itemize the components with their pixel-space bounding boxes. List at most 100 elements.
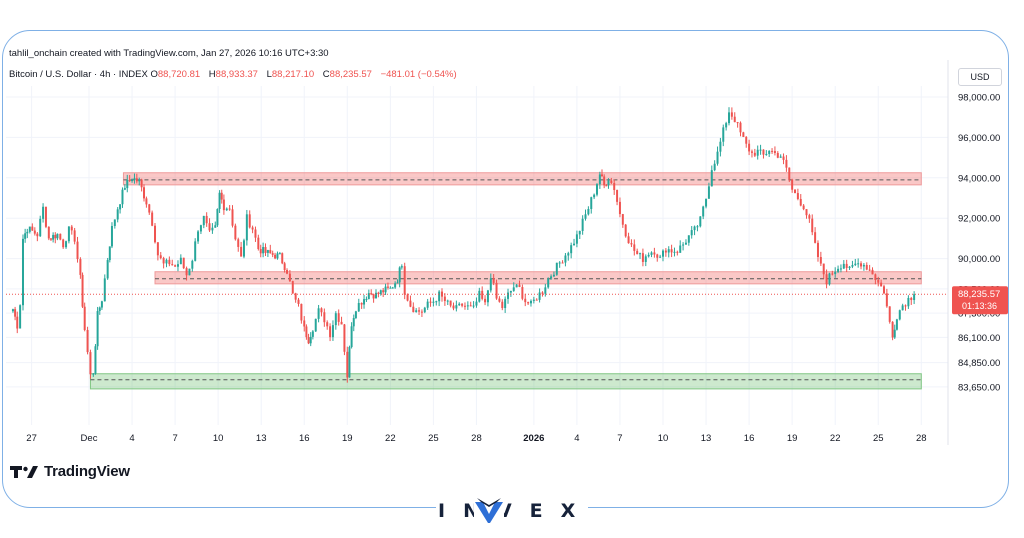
currency-button[interactable]: USD	[958, 68, 1002, 86]
candle-body	[110, 225, 113, 247]
candle-body	[888, 306, 891, 322]
candle-body	[98, 307, 101, 312]
candle-body	[49, 238, 52, 240]
candle-body	[121, 189, 124, 205]
candle-body	[848, 266, 851, 268]
time-tick-label: 4	[129, 433, 134, 444]
chart-attribution: tahlil_onchain created with TradingView.…	[9, 48, 329, 59]
candle-body	[59, 233, 62, 240]
candle-body	[242, 240, 245, 257]
time-tick-label: 16	[299, 433, 310, 444]
candle-body	[225, 208, 228, 211]
candle-body	[194, 241, 197, 261]
candle-body	[311, 331, 314, 337]
candle-body	[113, 219, 116, 226]
candle-body	[19, 305, 22, 329]
candle-body	[799, 198, 802, 206]
candle-body	[893, 329, 896, 338]
time-tick-label: 7	[617, 433, 622, 444]
candle-body	[443, 296, 446, 302]
candle-body	[334, 313, 337, 326]
candle-body	[288, 273, 291, 282]
price-tick-label: 86,100.00	[958, 333, 1000, 344]
candle-body	[386, 286, 389, 288]
candle-body	[396, 282, 399, 284]
time-tick-label: 19	[342, 433, 353, 444]
frame-gap	[436, 495, 588, 519]
candle-body	[403, 266, 406, 295]
candle-body	[653, 252, 656, 255]
candle-body	[123, 188, 126, 190]
candle-body	[756, 149, 759, 156]
candle-body	[156, 242, 159, 256]
candle-body	[44, 206, 47, 227]
candle-body	[81, 274, 84, 307]
candle-body	[816, 242, 819, 258]
candle-body	[782, 156, 785, 160]
candle-body	[538, 292, 541, 300]
candle-body	[26, 231, 29, 234]
candle-body	[679, 245, 682, 253]
candle-body	[119, 204, 122, 210]
candle-body	[641, 253, 644, 262]
high-value: 88,933.37	[215, 69, 258, 80]
candle-body	[214, 225, 217, 228]
candle-body	[197, 231, 200, 242]
candle-body	[73, 230, 76, 242]
candle-body	[664, 250, 667, 253]
candle-body	[354, 311, 357, 319]
candle-body	[684, 242, 687, 245]
candle-body	[24, 233, 27, 239]
candle-body	[598, 174, 601, 185]
price-tick-label: 84,850.00	[958, 358, 1000, 369]
candle-body	[159, 255, 162, 259]
candle-body	[346, 351, 349, 378]
candle-body	[785, 159, 788, 168]
candle-body	[455, 305, 458, 309]
candle-body	[475, 301, 478, 306]
candle-body	[42, 206, 45, 219]
candle-body	[590, 197, 593, 209]
candle-body	[56, 233, 59, 239]
candle-body	[94, 346, 97, 374]
candle-body	[621, 214, 624, 225]
candle-body	[62, 239, 65, 248]
candle-body	[363, 299, 366, 305]
time-tick-label: 19	[787, 433, 798, 444]
candle-body	[616, 190, 619, 202]
candle-body	[262, 247, 265, 254]
candle-body	[348, 347, 351, 378]
candle-body	[880, 282, 883, 287]
candle-body	[699, 216, 702, 227]
candle-body	[329, 326, 332, 338]
candle-body	[435, 301, 438, 303]
candle-body	[495, 282, 498, 299]
candle-body	[237, 239, 240, 247]
candle-body	[418, 310, 421, 312]
candle-body	[234, 225, 237, 240]
candle-body	[705, 198, 708, 207]
candle-body	[842, 263, 845, 269]
candle-body	[605, 185, 608, 187]
candle-body	[185, 268, 188, 276]
price-tag-countdown: 01:13:36	[962, 301, 997, 311]
candle-body	[145, 198, 148, 205]
candle-body	[564, 255, 567, 263]
candle-body	[269, 250, 272, 254]
invex-brand: INVEX	[438, 496, 586, 526]
candle-body	[281, 253, 284, 264]
time-tick-label: 13	[701, 433, 712, 444]
candle-body	[452, 305, 455, 309]
candle-body	[814, 232, 817, 243]
symbol-label[interactable]: Bitcoin / U.S. Dollar · 4h · INDEX	[9, 69, 148, 80]
close-label: C	[322, 69, 330, 80]
candle-body	[31, 226, 34, 231]
candle-body	[300, 303, 303, 321]
candle-body	[687, 235, 690, 243]
price-tick-label: 98,000.00	[958, 93, 1000, 104]
candle-body	[722, 127, 725, 142]
candle-body	[360, 302, 363, 305]
zone-rect	[154, 271, 922, 285]
candle-body	[116, 209, 119, 220]
